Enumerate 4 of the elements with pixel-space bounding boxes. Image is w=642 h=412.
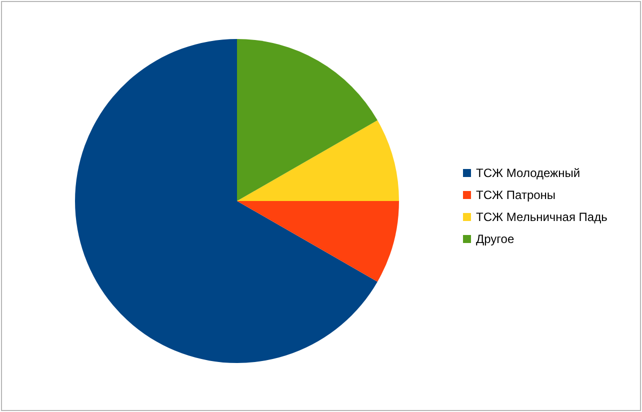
legend-label: Другое xyxy=(476,232,514,246)
legend-label: ТСЖ Патроны xyxy=(476,188,556,202)
legend-label: ТСЖ Мельничная Падь xyxy=(476,210,608,224)
legend-label: ТСЖ Молодежный xyxy=(476,166,580,180)
